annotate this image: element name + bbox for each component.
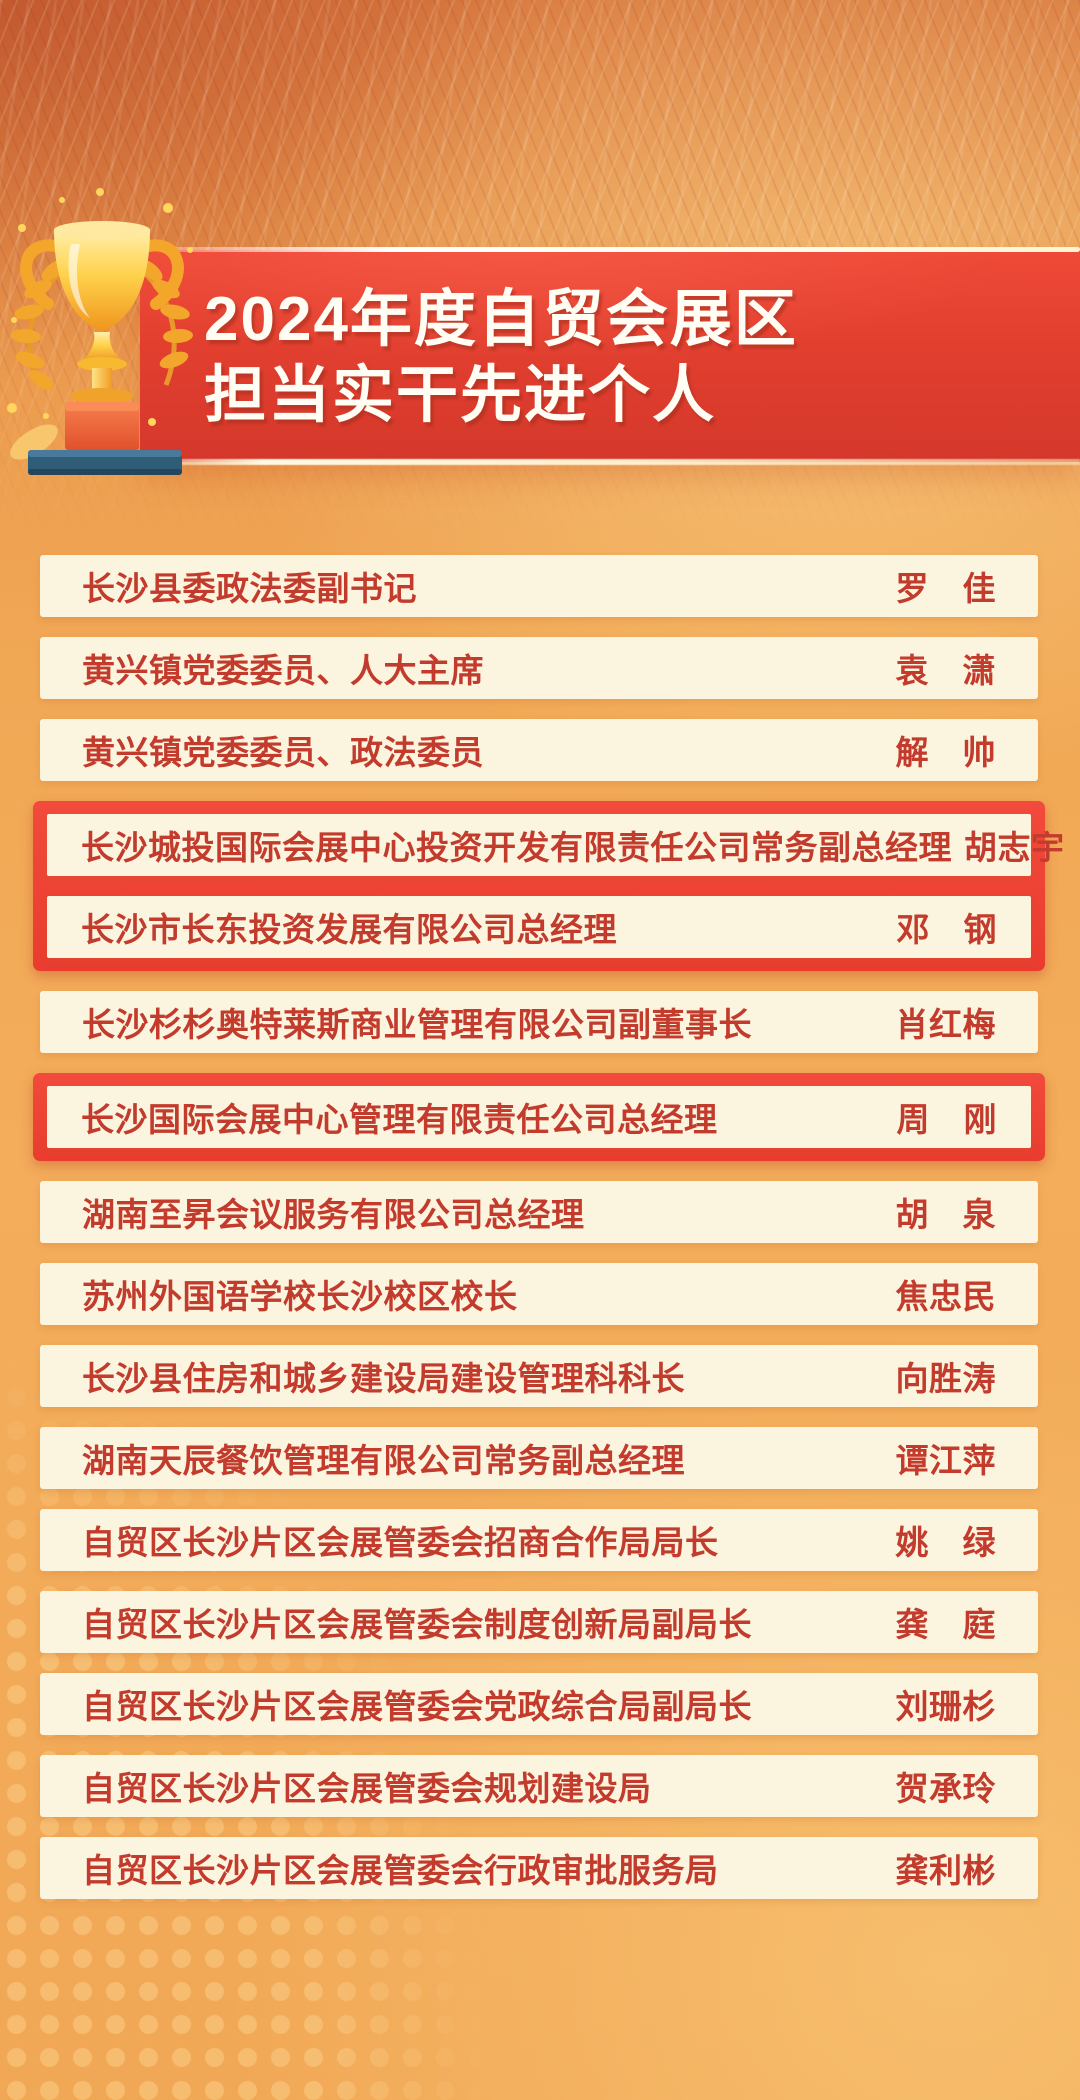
- position-label: 黄兴镇党委委员、政法委员: [82, 734, 484, 771]
- position-label: 苏州外国语学校长沙校区校长: [82, 1278, 518, 1315]
- title-line-1: 2024年度自贸会展区: [204, 285, 798, 354]
- name-label: 焦忠民: [895, 1278, 996, 1315]
- position-label: 长沙杉杉奥特莱斯商业管理有限公司副董事长: [82, 1006, 752, 1043]
- list-item: 苏州外国语学校长沙校区校长 焦忠民: [40, 1263, 1038, 1325]
- name-label: 姚 绿: [895, 1524, 996, 1561]
- position-label: 长沙城投国际会展中心投资开发有限责任公司常务副总经理: [81, 829, 952, 866]
- name-label: 胡志宇: [964, 829, 1065, 866]
- position-label: 自贸区长沙片区会展管委会党政综合局副局长: [82, 1688, 752, 1725]
- name-label: 解 帅: [895, 734, 996, 771]
- list-item: 湖南天辰餐饮管理有限公司常务副总经理 谭江萍: [40, 1427, 1038, 1489]
- position-label: 自贸区长沙片区会展管委会规划建设局: [82, 1770, 652, 1807]
- list-item: 长沙县委政法委副书记 罗 佳: [40, 555, 1038, 617]
- list-item: 自贸区长沙片区会展管委会制度创新局副局长 龚 庭: [40, 1591, 1038, 1653]
- name-label: 刘珊杉: [895, 1688, 996, 1725]
- name-label: 向胜涛: [895, 1360, 996, 1397]
- highlight-box: 长沙国际会展中心管理有限责任公司总经理 周 刚: [33, 1073, 1045, 1161]
- list-item: 自贸区长沙片区会展管委会党政综合局副局长 刘珊杉: [40, 1673, 1038, 1735]
- position-label: 长沙县委政法委副书记: [82, 570, 417, 607]
- title-line-2: 担当实干先进个人: [204, 361, 717, 430]
- list-item: 长沙国际会展中心管理有限责任公司总经理 周 刚: [47, 1086, 1031, 1148]
- list-item: 黄兴镇党委委员、政法委员 解 帅: [40, 719, 1038, 781]
- position-label: 长沙市长东投资发展有限公司总经理: [81, 911, 617, 948]
- list-item: 黄兴镇党委委员、人大主席 袁 潇: [40, 637, 1038, 699]
- list-item: 长沙城投国际会展中心投资开发有限责任公司常务副总经理 胡志宇: [47, 814, 1064, 876]
- name-label: 肖红梅: [895, 1006, 996, 1043]
- name-label: 谭江萍: [895, 1442, 996, 1479]
- list-item: 长沙市长东投资发展有限公司总经理 邓 钢: [47, 896, 1031, 958]
- position-label: 自贸区长沙片区会展管委会制度创新局副局长: [82, 1606, 752, 1643]
- list-item: 自贸区长沙片区会展管委会规划建设局 贺承玲: [40, 1755, 1038, 1817]
- position-label: 自贸区长沙片区会展管委会招商合作局局长: [82, 1524, 719, 1561]
- name-label: 贺承玲: [895, 1770, 996, 1807]
- position-label: 自贸区长沙片区会展管委会行政审批服务局: [82, 1852, 719, 1889]
- banner-top-line: [162, 247, 1080, 252]
- award-list: 长沙县委政法委副书记 罗 佳 黄兴镇党委委员、人大主席 袁 潇 黄兴镇党委委员、…: [33, 555, 1064, 1899]
- name-label: 周 刚: [896, 1101, 997, 1138]
- name-label: 袁 潇: [895, 652, 996, 689]
- name-label: 胡 泉: [895, 1196, 996, 1233]
- list-item: 自贸区长沙片区会展管委会招商合作局局长 姚 绿: [40, 1509, 1038, 1571]
- name-label: 龚利彬: [895, 1852, 996, 1889]
- name-label: 龚 庭: [895, 1606, 996, 1643]
- position-label: 长沙县住房和城乡建设局建设管理科科长: [82, 1360, 685, 1397]
- list-item: 自贸区长沙片区会展管委会行政审批服务局 龚利彬: [40, 1837, 1038, 1899]
- trophy-icon: [0, 170, 205, 490]
- page-title: 2024年度自贸会展区 担当实干先进个人: [140, 250, 1080, 434]
- list-item: 长沙杉杉奥特莱斯商业管理有限公司副董事长 肖红梅: [40, 991, 1038, 1053]
- name-label: 罗 佳: [895, 570, 996, 607]
- name-label: 邓 钢: [896, 911, 997, 948]
- header-banner: 2024年度自贸会展区 担当实干先进个人: [85, 247, 1080, 465]
- position-label: 湖南天辰餐饮管理有限公司常务副总经理: [82, 1442, 685, 1479]
- list-item: 长沙县住房和城乡建设局建设管理科科长 向胜涛: [40, 1345, 1038, 1407]
- position-label: 长沙国际会展中心管理有限责任公司总经理: [81, 1101, 718, 1138]
- position-label: 湖南至昇会议服务有限公司总经理: [82, 1196, 585, 1233]
- highlight-box: 长沙城投国际会展中心投资开发有限责任公司常务副总经理 胡志宇 长沙市长东投资发展…: [33, 801, 1064, 971]
- banner-bottom-glow: [85, 459, 1080, 465]
- list-item: 湖南至昇会议服务有限公司总经理 胡 泉: [40, 1181, 1038, 1243]
- position-label: 黄兴镇党委委员、人大主席: [82, 652, 484, 689]
